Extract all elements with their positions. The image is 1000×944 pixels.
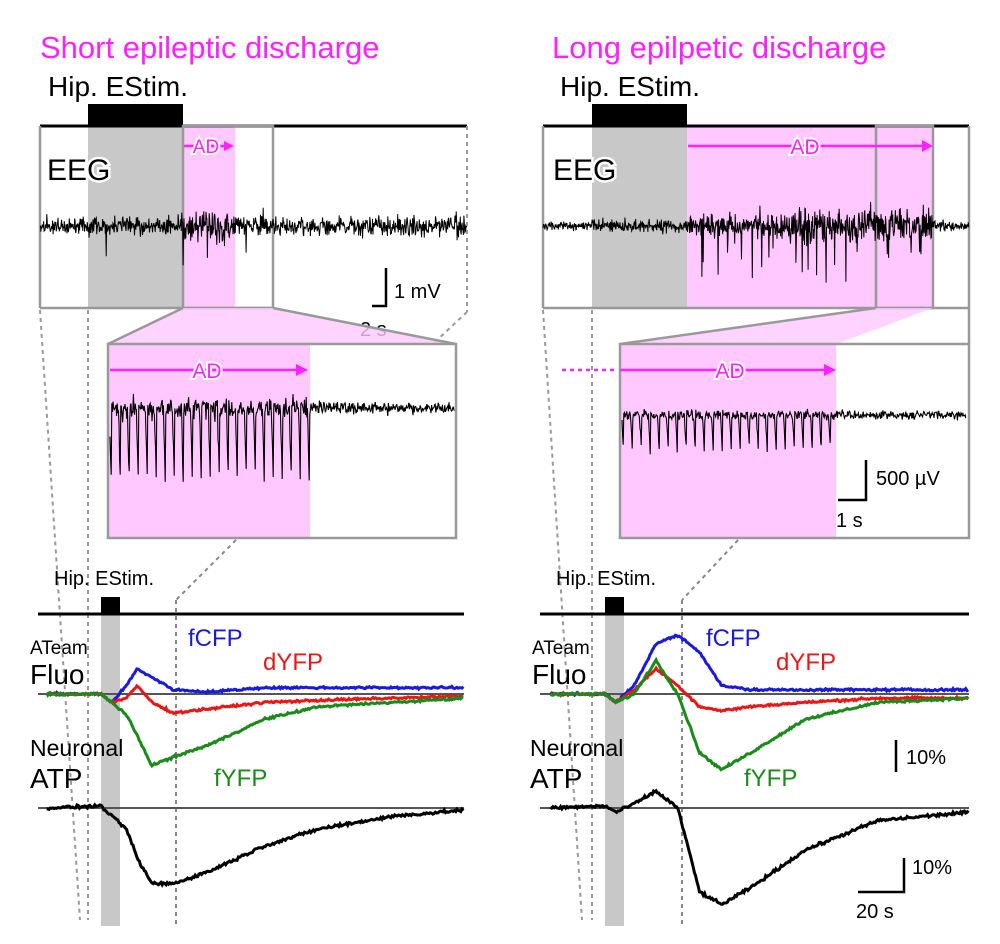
- left-stim-label: Hip. EStim.: [48, 71, 188, 102]
- right-zoom-ad-shade: [620, 344, 836, 538]
- left-fyfp-trace: [45, 690, 464, 769]
- left-dyfp-label: dYFP: [263, 649, 323, 676]
- right-ateam-panel: Hip. EStim. ATeam Fluo Neuronal ATP fCFP…: [530, 568, 970, 926]
- left-ad-arrowhead: [224, 141, 234, 151]
- right-atp-scale-label: 10%: [912, 857, 952, 879]
- right-lower-stim-shade: [605, 614, 624, 926]
- right-zoom-scale-v: 500 µV: [876, 468, 940, 490]
- left-atp-trace: [46, 802, 465, 888]
- right-zoom-trace: [621, 408, 967, 455]
- right-eeg-label: EEG: [553, 154, 616, 187]
- left-zoom-panel: AD: [106, 306, 458, 601]
- left-zoom-line-r: [272, 306, 457, 346]
- left-dyfp-trace: [45, 683, 464, 716]
- right-zoom-ad-arrowhead: [824, 364, 836, 376]
- left-eeg-label: EEG: [47, 154, 110, 187]
- right-zoom-scale-t: 1 s: [836, 510, 863, 532]
- right-stim-label: Hip. EStim.: [560, 71, 700, 102]
- left-zoom-ad-label: AD: [192, 360, 221, 383]
- left-eeg-scale-v: 1 mV: [394, 281, 441, 303]
- right-stim-bar: [592, 104, 687, 126]
- right-neuronal-label: Neuronal: [530, 735, 623, 761]
- right-dyfp-label: dYFP: [776, 649, 836, 676]
- right-atp-label: ATP: [530, 763, 582, 794]
- left-lower-stim-bar: [101, 597, 120, 614]
- right-zoom-ad-label: AD: [715, 360, 744, 383]
- left-zoom-ad-arrowhead: [296, 364, 308, 376]
- right-ad-arrowhead: [922, 140, 933, 152]
- right-time-scale-label: 20 s: [856, 901, 894, 923]
- left-zoom-funnel: [108, 308, 456, 344]
- right-zoom-box: [618, 342, 971, 540]
- left-stim-bar: [88, 104, 183, 126]
- left-zoom-line-l: [107, 306, 184, 346]
- left-neuronal-label: Neuronal: [30, 735, 123, 761]
- left-fcfp-label: fCFP: [188, 625, 243, 652]
- right-ad-label: AD: [790, 136, 819, 159]
- right-zoom-dotted-down: [681, 539, 739, 601]
- right-lower-stim-label: Hip. EStim.: [556, 568, 656, 590]
- left-dotted-guide-3: [434, 311, 468, 343]
- left-ateam-panel: Hip. EStim. ATeam Fluo Neuronal ATP fCFP…: [30, 568, 465, 926]
- left-zoom-trace: [109, 393, 455, 482]
- right-ateam-label: ATeam: [532, 638, 590, 659]
- right-fluo-scale-label: 10%: [906, 747, 946, 769]
- left-fyfp-label: fYFP: [214, 765, 267, 792]
- left-eeg-scale-bar: [372, 268, 388, 308]
- right-stim-shade: [592, 126, 687, 308]
- left-eeg-panel: AD EEG Short epileptic discharge Hip. ES…: [38, 30, 468, 921]
- right-atp-time-scale-bar: [858, 858, 906, 894]
- right-zoom-line-l: [619, 306, 877, 346]
- right-eeg-trace: [542, 201, 970, 283]
- right-zoom-scale-bar: [838, 460, 868, 502]
- left-panel-title: Short epileptic discharge: [40, 30, 379, 65]
- right-atp-trace: [549, 788, 970, 906]
- left-atp-label: ATP: [30, 763, 82, 794]
- left-zoom-dotted-down: [175, 539, 237, 601]
- left-ateam-label: ATeam: [30, 638, 88, 659]
- left-fcfp-trace: [45, 667, 465, 704]
- left-ad-label: AD: [193, 137, 219, 158]
- right-fcfp-label: fCFP: [706, 625, 761, 652]
- right-fyfp-label: fYFP: [744, 765, 797, 792]
- left-fluo-label: Fluo: [30, 659, 84, 690]
- right-lower-stim-bar: [605, 597, 624, 614]
- left-lower-stim-label: Hip. EStim.: [54, 568, 154, 590]
- left-lower-stim-shade: [101, 614, 120, 926]
- left-zoom-box: [106, 342, 458, 540]
- left-eeg-trace: [39, 207, 468, 266]
- left-stim-shade: [88, 126, 183, 308]
- right-zoom-panel: AD 500 µV 1 s: [562, 306, 971, 601]
- right-panel-title: Long epilpetic discharge: [552, 30, 886, 65]
- right-eeg-panel: AD EEG Long epilpetic discharge Hip. ESt…: [541, 30, 971, 921]
- right-fluo-label: Fluo: [532, 659, 586, 690]
- right-zoom-funnel: [620, 308, 933, 344]
- right-fyfp-trace: [549, 656, 969, 772]
